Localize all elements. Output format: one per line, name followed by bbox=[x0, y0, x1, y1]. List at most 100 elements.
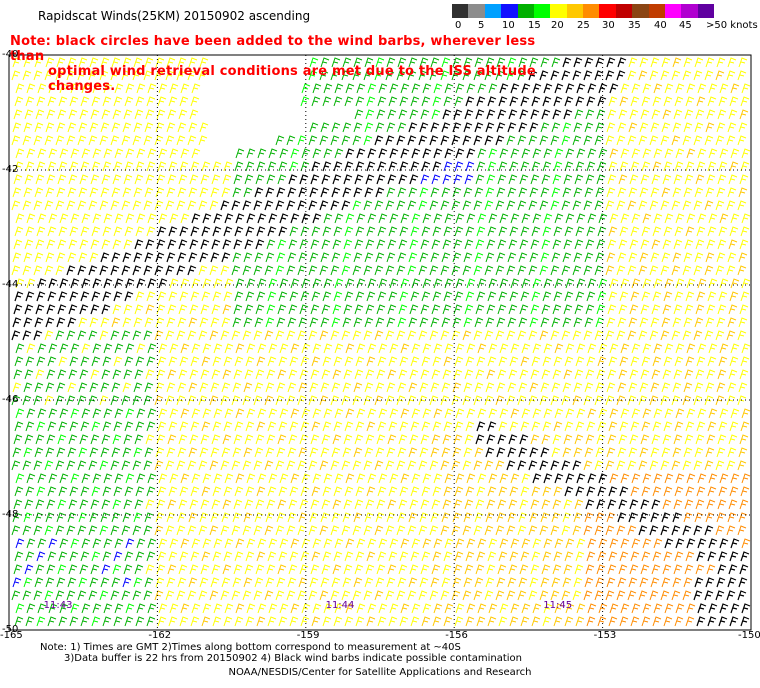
wind-barb bbox=[564, 161, 574, 172]
wind-barb bbox=[660, 590, 670, 601]
wind-barb bbox=[564, 226, 574, 237]
wind-barb bbox=[187, 460, 197, 471]
wind-barb bbox=[135, 356, 145, 367]
wind-barb bbox=[564, 421, 574, 432]
wind-barb bbox=[387, 304, 397, 315]
wind-barb bbox=[409, 499, 419, 510]
wind-barb bbox=[441, 122, 451, 133]
wind-barb bbox=[561, 525, 571, 536]
color-swatch bbox=[681, 4, 698, 18]
longitude-label: -150 bbox=[738, 630, 760, 641]
wind-barb bbox=[543, 538, 553, 549]
wind-barb bbox=[354, 304, 364, 315]
wind-barb bbox=[167, 174, 177, 185]
wind-barb bbox=[455, 603, 465, 614]
wind-barb bbox=[400, 408, 410, 419]
wind-barb bbox=[739, 369, 749, 380]
wind-barb bbox=[176, 70, 186, 81]
wind-barb bbox=[554, 83, 564, 94]
wind-barb bbox=[176, 330, 186, 341]
wind-barb bbox=[542, 356, 552, 367]
wind-barb bbox=[422, 473, 432, 484]
wind-barb bbox=[233, 499, 243, 510]
wind-barb bbox=[399, 616, 409, 627]
wind-barb bbox=[477, 473, 487, 484]
wind-barb bbox=[22, 525, 32, 536]
wind-barb bbox=[81, 603, 91, 614]
wind-barb bbox=[671, 525, 681, 536]
wind-barb bbox=[442, 304, 452, 315]
wind-barb bbox=[167, 239, 177, 250]
wind-barb bbox=[308, 460, 318, 471]
wind-barb bbox=[341, 330, 351, 341]
wind-barb bbox=[719, 473, 729, 484]
wind-barb bbox=[661, 577, 671, 588]
wind-barb bbox=[323, 148, 333, 159]
wind-barb bbox=[289, 356, 299, 367]
wind-barb bbox=[81, 408, 91, 419]
wind-barb bbox=[693, 70, 703, 81]
wind-barb bbox=[224, 343, 234, 354]
wind-barb bbox=[575, 161, 585, 172]
wind-barb bbox=[572, 590, 582, 601]
wind-barb bbox=[607, 239, 617, 250]
wind-barb bbox=[344, 291, 354, 302]
wind-barb bbox=[122, 382, 132, 393]
wind-barb bbox=[356, 603, 366, 614]
wind-barb bbox=[222, 239, 232, 250]
wind-barb bbox=[44, 265, 54, 276]
wind-barb bbox=[410, 616, 420, 627]
wind-barb bbox=[552, 434, 562, 445]
wind-barb bbox=[706, 434, 716, 445]
wind-barb bbox=[410, 161, 420, 172]
wind-barb bbox=[507, 187, 517, 198]
wind-barb bbox=[113, 616, 123, 627]
wind-barb bbox=[653, 408, 663, 419]
wind-barb bbox=[499, 343, 509, 354]
wind-barb bbox=[245, 616, 255, 627]
wind-barb bbox=[156, 304, 166, 315]
wind-barb bbox=[597, 421, 607, 432]
wind-barb bbox=[496, 317, 506, 328]
wind-barb bbox=[202, 343, 212, 354]
wind-barb bbox=[716, 512, 726, 523]
wind-barb bbox=[542, 421, 552, 432]
wind-barb bbox=[396, 200, 406, 211]
wind-barb bbox=[48, 83, 58, 94]
wind-barb bbox=[253, 525, 263, 536]
wind-barb bbox=[719, 538, 729, 549]
wind-barb bbox=[418, 525, 428, 536]
wind-barb bbox=[387, 564, 397, 575]
wind-barb bbox=[165, 590, 175, 601]
wind-barb bbox=[124, 161, 134, 172]
wind-barb bbox=[695, 174, 705, 185]
wind-barb bbox=[244, 564, 254, 575]
wind-barb bbox=[509, 291, 519, 302]
color-scale-label: 30 bbox=[602, 20, 615, 31]
wind-barb bbox=[410, 551, 420, 562]
wind-barb bbox=[363, 460, 373, 471]
wind-barb bbox=[474, 187, 484, 198]
wind-barb bbox=[234, 161, 244, 172]
wind-barb bbox=[231, 525, 241, 536]
wind-barb bbox=[673, 369, 683, 380]
wind-barb bbox=[364, 512, 374, 523]
wind-barb bbox=[532, 148, 542, 159]
wind-barb bbox=[530, 304, 540, 315]
wind-barb bbox=[407, 330, 417, 341]
wind-barb bbox=[715, 200, 725, 211]
wind-barb bbox=[719, 278, 729, 289]
wind-barb bbox=[540, 57, 550, 68]
wind-barb bbox=[111, 512, 121, 523]
wind-barb bbox=[594, 590, 604, 601]
wind-barb bbox=[245, 356, 255, 367]
wind-barb bbox=[344, 96, 354, 107]
wind-barb bbox=[312, 538, 322, 549]
wind-barb bbox=[147, 278, 157, 289]
wind-barb bbox=[123, 239, 133, 250]
wind-barb bbox=[418, 330, 428, 341]
wind-barb bbox=[77, 590, 87, 601]
wind-barb bbox=[476, 291, 486, 302]
wind-barb bbox=[266, 239, 276, 250]
wind-barb bbox=[366, 226, 376, 237]
